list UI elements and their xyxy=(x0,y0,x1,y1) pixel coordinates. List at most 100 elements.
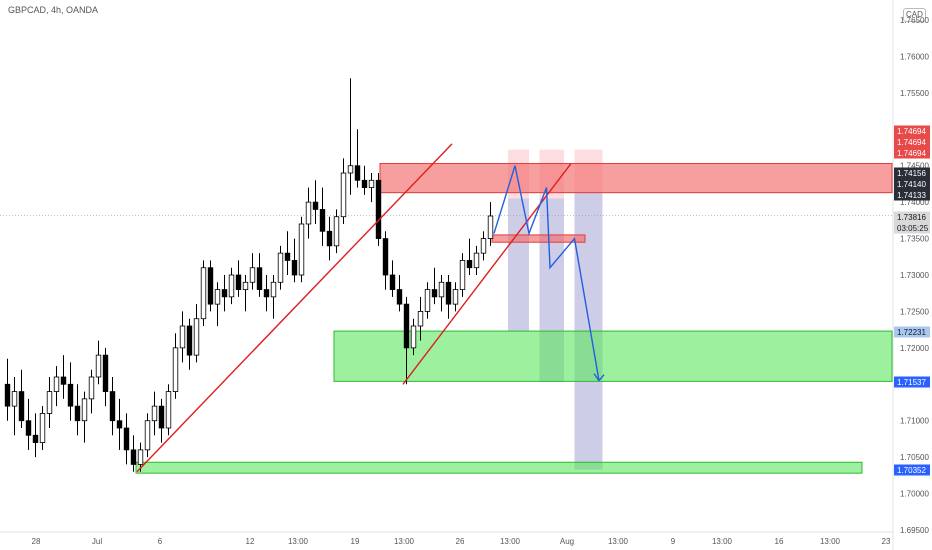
candle xyxy=(459,260,466,290)
candle xyxy=(95,354,102,378)
candle xyxy=(214,289,221,305)
candle xyxy=(172,347,179,392)
candle xyxy=(340,172,347,218)
candle xyxy=(46,391,53,414)
y-tick-label: 1.70500 xyxy=(900,453,929,462)
y-tick-label: 1.72000 xyxy=(900,344,929,353)
small-supply-zone xyxy=(491,234,586,243)
candle xyxy=(256,267,263,290)
candle xyxy=(144,420,151,451)
projection-highlight-column xyxy=(574,149,603,470)
x-tick-label: 6 xyxy=(158,537,163,546)
x-tick-label: 16 xyxy=(775,537,784,546)
y-tick-label: 1.71000 xyxy=(900,417,929,426)
candle xyxy=(74,405,81,422)
x-tick-label: 28 xyxy=(32,537,41,546)
candle xyxy=(186,325,193,356)
demand-zone-upper xyxy=(333,330,893,382)
price-badge xyxy=(894,189,930,201)
x-tick-label: 13:00 xyxy=(288,537,309,546)
candle xyxy=(263,289,270,298)
projected-path-arrowhead xyxy=(593,373,605,382)
symbol-label: GBPCAD, 4h, OANDA xyxy=(8,5,99,15)
candle xyxy=(137,449,144,465)
candle xyxy=(270,281,277,298)
price-badge-label: 1.73816 xyxy=(897,213,926,222)
price-badge xyxy=(894,211,930,223)
candle xyxy=(354,165,361,181)
price-badge xyxy=(894,136,930,148)
candle xyxy=(109,391,116,422)
ascending-trendline-main xyxy=(136,143,453,473)
x-tick-label: Aug xyxy=(560,537,574,546)
candle xyxy=(473,252,480,269)
candle xyxy=(347,165,354,174)
candle xyxy=(32,434,39,443)
candle xyxy=(424,289,431,312)
price-badge xyxy=(894,147,930,159)
candle xyxy=(291,260,298,276)
candle xyxy=(389,274,396,290)
candle xyxy=(361,179,368,188)
candle xyxy=(326,230,333,247)
currency-label[interactable]: CAD xyxy=(903,8,926,22)
candle xyxy=(25,420,32,436)
price-badge xyxy=(894,167,930,179)
candle xyxy=(438,281,445,298)
candle xyxy=(333,216,340,247)
x-tick-label: 13:00 xyxy=(500,537,521,546)
x-tick-label: 13:00 xyxy=(712,537,733,546)
candle xyxy=(81,398,88,422)
candle xyxy=(445,281,452,305)
candle xyxy=(298,223,305,276)
price-badge-label: 03:05:25 xyxy=(897,224,929,233)
price-badge-label: 1.72231 xyxy=(897,328,926,337)
y-tick-label: 1.73000 xyxy=(900,271,929,280)
candle xyxy=(431,289,438,298)
candle xyxy=(151,405,158,422)
candle xyxy=(88,376,95,400)
price-badge-label: 1.74694 xyxy=(897,149,926,158)
y-tick-label: 1.70000 xyxy=(900,490,929,499)
candle xyxy=(277,252,284,283)
price-badge-label: 1.74694 xyxy=(897,138,926,147)
candle xyxy=(235,274,242,290)
y-tick-label: 1.72500 xyxy=(900,307,929,316)
candle xyxy=(67,383,74,407)
candle xyxy=(487,215,494,239)
y-tick-label: 1.74500 xyxy=(900,162,929,171)
x-tick-label: 13:00 xyxy=(820,537,841,546)
projection-highlight-column xyxy=(508,198,529,332)
price-badge xyxy=(894,326,930,338)
candle xyxy=(319,209,326,232)
candle xyxy=(4,383,11,407)
price-badge-label: 1.74156 xyxy=(897,169,926,178)
candle xyxy=(368,179,375,188)
candle xyxy=(18,391,25,422)
candle xyxy=(179,325,186,349)
candle xyxy=(375,179,382,239)
candle xyxy=(53,376,60,392)
y-tick-label: 1.69500 xyxy=(900,526,929,535)
x-tick-label: 9 xyxy=(671,537,676,546)
x-tick-label: 23 xyxy=(882,537,891,546)
projected-path xyxy=(493,165,600,381)
candle xyxy=(130,449,137,465)
candle xyxy=(116,420,123,429)
x-tick-label: 19 xyxy=(351,537,360,546)
candle xyxy=(207,267,214,305)
price-badge-label: 1.74694 xyxy=(897,127,926,136)
y-tick-label: 1.75500 xyxy=(900,89,929,98)
x-tick-label: 13:00 xyxy=(608,537,629,546)
candle xyxy=(102,354,109,392)
candle xyxy=(382,238,389,276)
candle xyxy=(417,311,424,327)
candle xyxy=(284,252,291,261)
candle xyxy=(39,413,46,443)
candle xyxy=(242,281,249,290)
supply-zone xyxy=(379,163,893,194)
price-badge xyxy=(894,376,930,388)
candle xyxy=(228,274,235,298)
candle xyxy=(11,391,18,407)
